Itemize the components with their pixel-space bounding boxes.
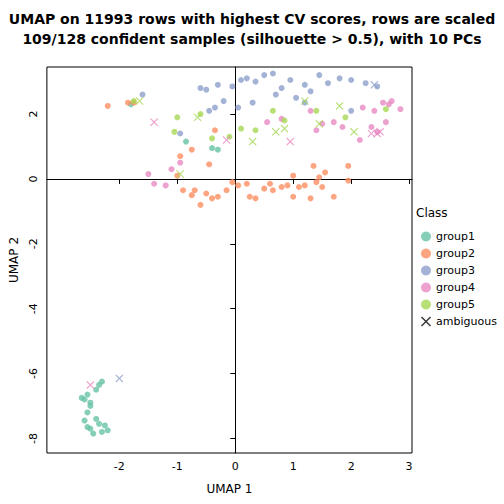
svg-text:-2: -2 (114, 460, 125, 473)
svg-text:-8: -8 (27, 433, 40, 444)
svg-text:UMAP on 11993 rows with highes: UMAP on 11993 rows with highest CV score… (9, 11, 495, 27)
svg-text:group4: group4 (436, 281, 475, 294)
svg-text:3: 3 (406, 460, 413, 473)
svg-text:group2: group2 (436, 247, 475, 260)
svg-text:2: 2 (348, 460, 355, 473)
svg-text:-2: -2 (27, 238, 40, 249)
svg-text:-1: -1 (172, 460, 183, 473)
svg-text:1: 1 (290, 460, 297, 473)
svg-text:109/128 confident samples (sil: 109/128 confident samples (silhouette > … (22, 31, 481, 47)
svg-text:ambiguous: ambiguous (436, 315, 497, 328)
svg-text:-6: -6 (27, 368, 40, 379)
svg-text:group3: group3 (436, 264, 475, 277)
svg-text:-4: -4 (27, 303, 40, 314)
svg-text:Class: Class (416, 206, 448, 220)
svg-text:UMAP 1: UMAP 1 (206, 482, 252, 496)
svg-text:group1: group1 (436, 230, 475, 243)
svg-text:0: 0 (232, 460, 239, 473)
svg-text:UMAP 2: UMAP 2 (7, 237, 21, 283)
svg-text:0: 0 (27, 175, 40, 182)
svg-text:2: 2 (27, 111, 40, 118)
svg-text:group5: group5 (436, 298, 475, 311)
